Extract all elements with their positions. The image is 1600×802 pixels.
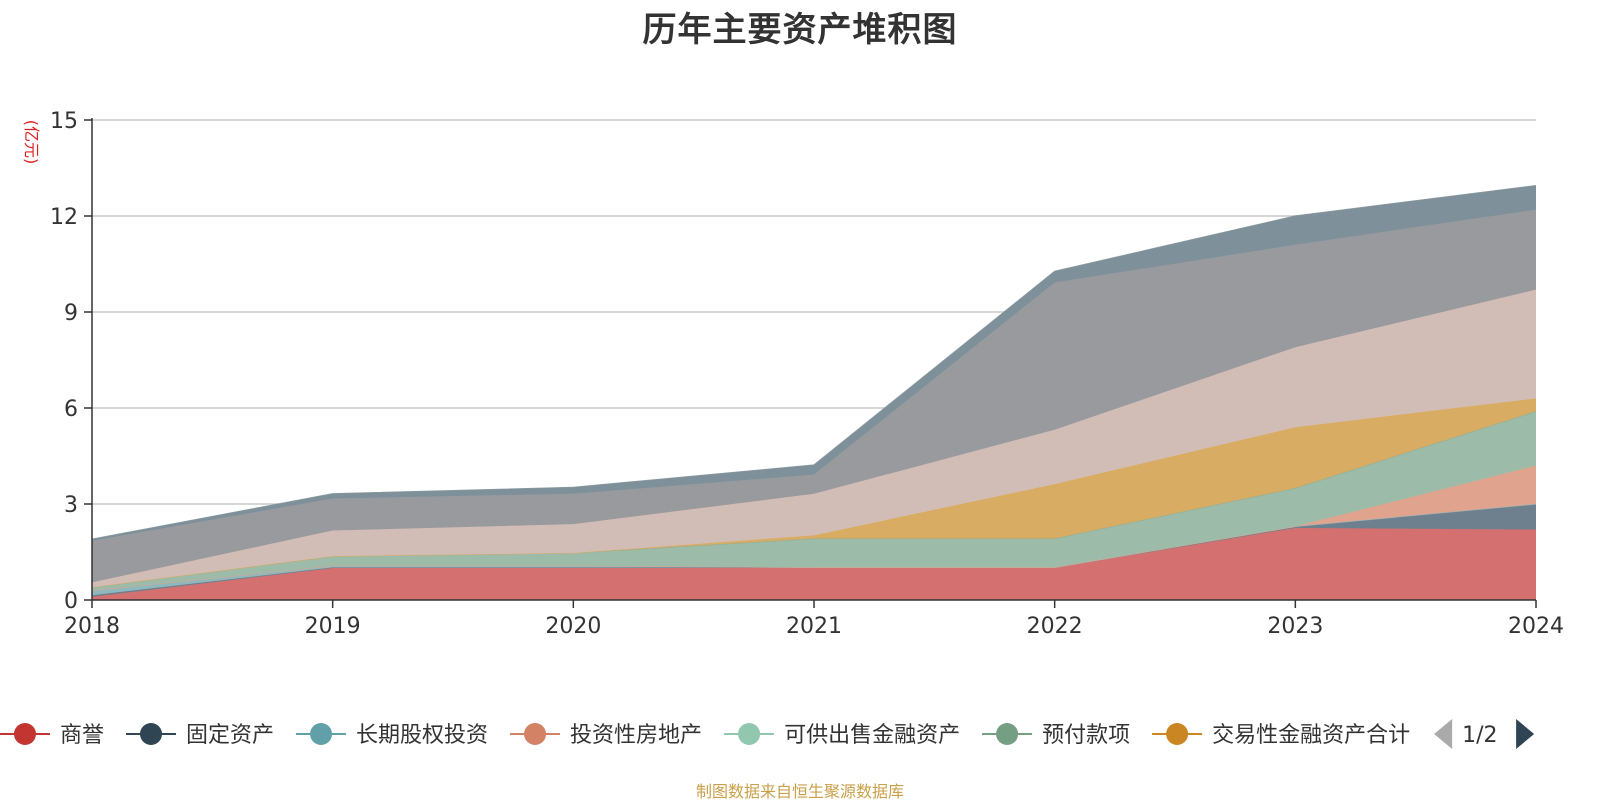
legend-label: 交易性金融资产合计 (1212, 723, 1410, 748)
x-tick-label: 2024 (1508, 614, 1564, 639)
legend-item[interactable]: 交易性金融资产合计 (1152, 723, 1410, 748)
stacked-areas (91, 185, 1537, 600)
legend-marker-icon (140, 723, 163, 745)
y-tick-label: 12 (50, 205, 78, 230)
legend-item[interactable]: 商誉 (0, 723, 104, 748)
x-tick-label: 2018 (64, 614, 120, 639)
legend-marker-icon (1166, 723, 1189, 745)
x-tick-label: 2019 (305, 614, 361, 639)
legend-label: 投资性房地产 (570, 723, 702, 748)
y-tick-label: 0 (64, 589, 78, 614)
legend-marker-icon (524, 723, 547, 745)
legend-label: 预付款项 (1042, 723, 1130, 748)
legend-page-indicator: 1/2 (1462, 723, 1497, 748)
x-tick-label: 2021 (786, 614, 842, 639)
area-series-0 (92, 528, 1536, 600)
area-series-8 (92, 209, 1536, 583)
x-tick-label: 2023 (1267, 614, 1323, 639)
legend-marker-icon (310, 723, 333, 745)
legend-label: 固定资产 (186, 723, 274, 748)
axes: 0 3 6 9 12 15 2018 2019 2020 2021 2022 2023 2024 (50, 109, 1564, 639)
area-series-7 (92, 289, 1536, 588)
legend-label: 商誉 (60, 723, 104, 748)
legend-item[interactable]: 固定资产 (126, 723, 274, 748)
area-series-4 (92, 411, 1536, 591)
y-tick-label: 3 (64, 493, 78, 518)
legend-marker-icon (996, 723, 1019, 745)
legend-marker-icon (738, 723, 761, 745)
series-line-9 (91, 185, 1537, 540)
legend-item[interactable]: 可供出售金融资产 (724, 723, 960, 748)
area-series-6 (92, 398, 1536, 588)
y-tick-label: 6 (64, 397, 78, 422)
legend-marker-icon (14, 723, 36, 745)
legend[interactable]: 商誉 固定资产 长期股权投资 投资性房地产 可供出售金融资产 预付款项 交易性金融资产合计 1… (0, 719, 1535, 749)
chart-title: 历年主要资产堆积图 (642, 10, 958, 50)
x-tick-label: 2022 (1027, 614, 1083, 639)
source-note: 制图数据来自恒生聚源数据库 (695, 782, 904, 801)
legend-label: 可供出售金融资产 (784, 723, 960, 748)
legend-next-page-icon[interactable] (1516, 719, 1535, 749)
legend-item[interactable]: 长期股权投资 (296, 723, 488, 748)
legend-label: 长期股权投资 (356, 723, 488, 748)
legend-item[interactable]: 预付款项 (982, 723, 1130, 748)
x-tick-label: 2020 (545, 614, 601, 639)
legend-prev-page-icon[interactable] (1434, 719, 1453, 749)
area-series-9 (92, 185, 1536, 541)
legend-item[interactable]: 投资性房地产 (510, 723, 702, 748)
y-tick-label: 15 (50, 109, 78, 134)
y-axis-unit-label: (亿元) (22, 120, 41, 165)
y-tick-label: 9 (64, 301, 78, 326)
